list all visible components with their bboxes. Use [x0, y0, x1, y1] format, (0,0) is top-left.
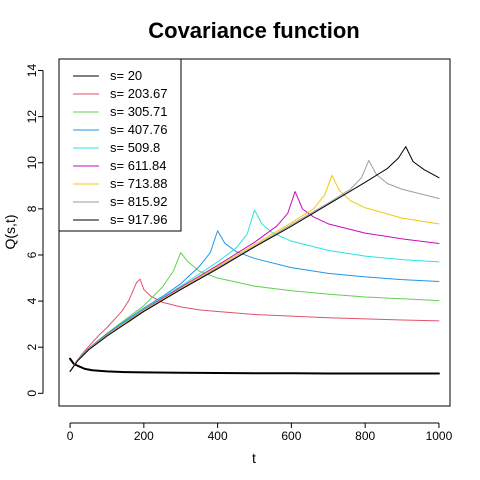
y-tick-label: 14 [25, 64, 39, 78]
series-line-1 [69, 278, 440, 372]
x-tick-label: 200 [134, 429, 154, 443]
y-tick-label: 8 [25, 205, 39, 212]
series-line-2 [69, 252, 440, 372]
legend-label: s= 305.71 [110, 104, 167, 119]
legend-label: s= 203.67 [110, 86, 167, 101]
x-tick-label: 800 [355, 429, 375, 443]
legend-label: s= 713.88 [110, 176, 167, 191]
legend-label: s= 815.92 [110, 194, 167, 209]
y-tick-label: 4 [25, 297, 39, 304]
x-tick-label: 400 [208, 429, 228, 443]
series-layer [69, 146, 440, 375]
y-tick-label: 2 [25, 344, 39, 351]
series-line-8 [69, 146, 440, 372]
y-axis: 0 2 4 6 8 10 12 14 [25, 64, 44, 397]
legend: s= 20 s= 203.67 s= 305.71 s= 407.76 s= 509.8… [58, 58, 182, 232]
y-tick-label: 6 [25, 251, 39, 258]
series-line-4 [69, 209, 440, 372]
y-tick-label: 10 [25, 156, 39, 170]
y-axis-title: Q(s,t) [2, 215, 18, 250]
legend-label: s= 611.84 [110, 158, 167, 173]
y-tick-label: 12 [25, 110, 39, 124]
legend-label: s= 407.76 [110, 122, 167, 137]
x-axis-title: t [252, 450, 256, 466]
x-tick-label: 1000 [426, 429, 453, 443]
series-line-3 [69, 230, 440, 372]
legend-label: s= 20 [110, 68, 142, 83]
legend-label: s= 509.8 [110, 140, 160, 155]
x-tick-label: 0 [67, 429, 74, 443]
plot-frame [58, 58, 451, 407]
x-tick-label: 600 [281, 429, 301, 443]
series-line-0 [69, 357, 440, 375]
y-tick-label: 0 [25, 390, 39, 397]
legend-label: s= 917.96 [110, 212, 167, 227]
chart-title: Covariance function [148, 18, 359, 43]
x-axis: 0 200 400 600 800 1000 [67, 422, 453, 443]
